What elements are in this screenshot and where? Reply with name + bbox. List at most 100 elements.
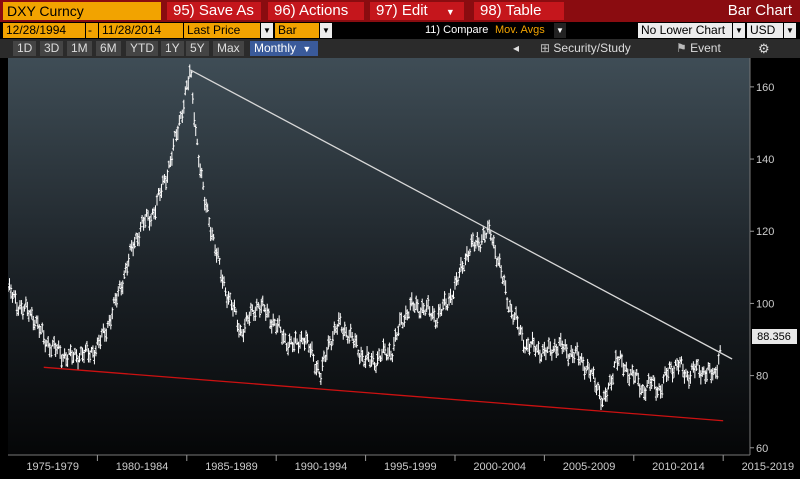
ticker-field[interactable]: DXY Curncy (3, 2, 161, 20)
price-bar (279, 326, 282, 333)
chevron-down-icon[interactable]: ▼ (261, 23, 273, 38)
end-date-field[interactable]: 11/28/2014 (99, 23, 183, 38)
resistance-trendline (190, 69, 733, 360)
price-bar (222, 276, 226, 287)
price-bar (160, 183, 163, 198)
period-ytd[interactable]: YTD (126, 41, 158, 56)
price-bar (330, 340, 333, 351)
currency-select[interactable]: USD (747, 23, 783, 38)
price-bar (194, 124, 197, 137)
price-bar (207, 217, 211, 228)
chevron-down-icon[interactable]: ▼ (784, 23, 796, 38)
price-bar (322, 350, 326, 362)
last-price-badge: 88.356 (752, 329, 797, 344)
price-bar (584, 366, 588, 374)
price-bar (9, 284, 13, 299)
price-bar (677, 360, 680, 375)
gear-icon[interactable]: ⚙ (758, 41, 770, 56)
price-bar (137, 232, 141, 247)
price-bar (494, 244, 497, 259)
price-bar (422, 302, 425, 316)
period-1y[interactable]: 1Y (161, 41, 184, 56)
price-bar (164, 176, 168, 191)
price-bar (441, 298, 445, 311)
price-bar (696, 358, 700, 366)
edit-button[interactable]: 97) Edit ▼ (370, 2, 464, 20)
mov-avgs-button[interactable]: Mov. Avgs (495, 24, 545, 36)
lower-chart-select[interactable]: No Lower Chart (638, 23, 732, 38)
price-bar (166, 169, 169, 183)
price-bar (423, 309, 427, 316)
price-bar (383, 343, 387, 355)
frequency-label: Monthly (254, 41, 297, 55)
price-bar (572, 352, 576, 364)
price-bar (310, 341, 314, 355)
chevron-down-icon: ▼ (302, 44, 312, 54)
period-5y[interactable]: 5Y (186, 41, 209, 56)
price-bar (23, 304, 26, 312)
save-as-button[interactable]: 95) Save As (167, 2, 261, 20)
period-3d[interactable]: 3D (40, 41, 64, 56)
price-bar (625, 361, 628, 373)
period-6m[interactable]: 6M (96, 41, 121, 56)
security-study-button[interactable]: ⊞ Security/Study (540, 41, 631, 56)
price-bar (115, 293, 118, 308)
price-bar (443, 291, 446, 306)
price-bar (196, 138, 199, 146)
price-bar (605, 388, 609, 402)
price-bar (178, 114, 181, 126)
price-bar (592, 366, 595, 379)
price-bar (356, 349, 360, 357)
style-select[interactable]: Bar (275, 23, 319, 38)
price-bar (233, 299, 236, 313)
price-bar (228, 292, 232, 301)
price-bar (479, 244, 482, 253)
price-bar (193, 112, 196, 127)
price-bar (11, 292, 14, 303)
period-max[interactable]: Max (213, 41, 244, 56)
table-button[interactable]: 98) Table (474, 2, 564, 20)
study-icon: ⊞ (540, 41, 551, 55)
start-date-field[interactable]: 12/28/1994 (3, 23, 85, 38)
price-bar (99, 335, 102, 350)
price-bar (511, 314, 515, 325)
x-tick-label: 2000-2004 (473, 461, 526, 473)
price-bar (492, 235, 495, 249)
compare-button[interactable]: 11) Compare (425, 24, 489, 36)
price-bar (41, 322, 44, 333)
price-bar (350, 331, 354, 341)
x-tick-label: 1975-1979 (26, 461, 79, 473)
price-bar (155, 194, 159, 206)
price-bar (705, 368, 708, 382)
chevron-down-icon[interactable]: ▼ (554, 23, 566, 38)
price-bar (499, 265, 503, 279)
actions-button[interactable]: 96) Actions ▼ (268, 2, 364, 35)
chevron-down-icon[interactable]: ▼ (733, 23, 745, 38)
price-bar (671, 367, 674, 383)
price-bar (212, 233, 215, 241)
price-bar (319, 372, 323, 385)
collapse-icon[interactable]: ◂ (513, 41, 520, 55)
chevron-down-icon[interactable]: ▼ (320, 23, 332, 38)
price-chart[interactable]: 60 80 100 120 140 160 1975-1979 1980-1984 1985-… (8, 58, 800, 479)
chart-kind-label: Bar Chart (727, 2, 792, 19)
price-bar (520, 326, 524, 341)
price-bar (485, 232, 488, 239)
price-bar (133, 236, 136, 249)
price-bar (170, 151, 174, 166)
period-1d[interactable]: 1D (13, 41, 37, 56)
price-bar (154, 205, 157, 220)
price-bar (24, 296, 28, 308)
price-bar (575, 342, 579, 356)
price-bar (581, 356, 585, 371)
price-bar (598, 385, 601, 399)
event-button[interactable]: ⚑ Event (676, 41, 721, 56)
price-bar (345, 326, 348, 338)
frequency-select[interactable]: Monthly ▼ (250, 41, 318, 56)
price-bar (473, 241, 476, 252)
field-select[interactable]: Last Price (184, 23, 260, 38)
price-bar (200, 167, 203, 179)
period-1m[interactable]: 1M (67, 41, 92, 56)
price-bar (510, 304, 513, 319)
price-bar (283, 332, 287, 344)
